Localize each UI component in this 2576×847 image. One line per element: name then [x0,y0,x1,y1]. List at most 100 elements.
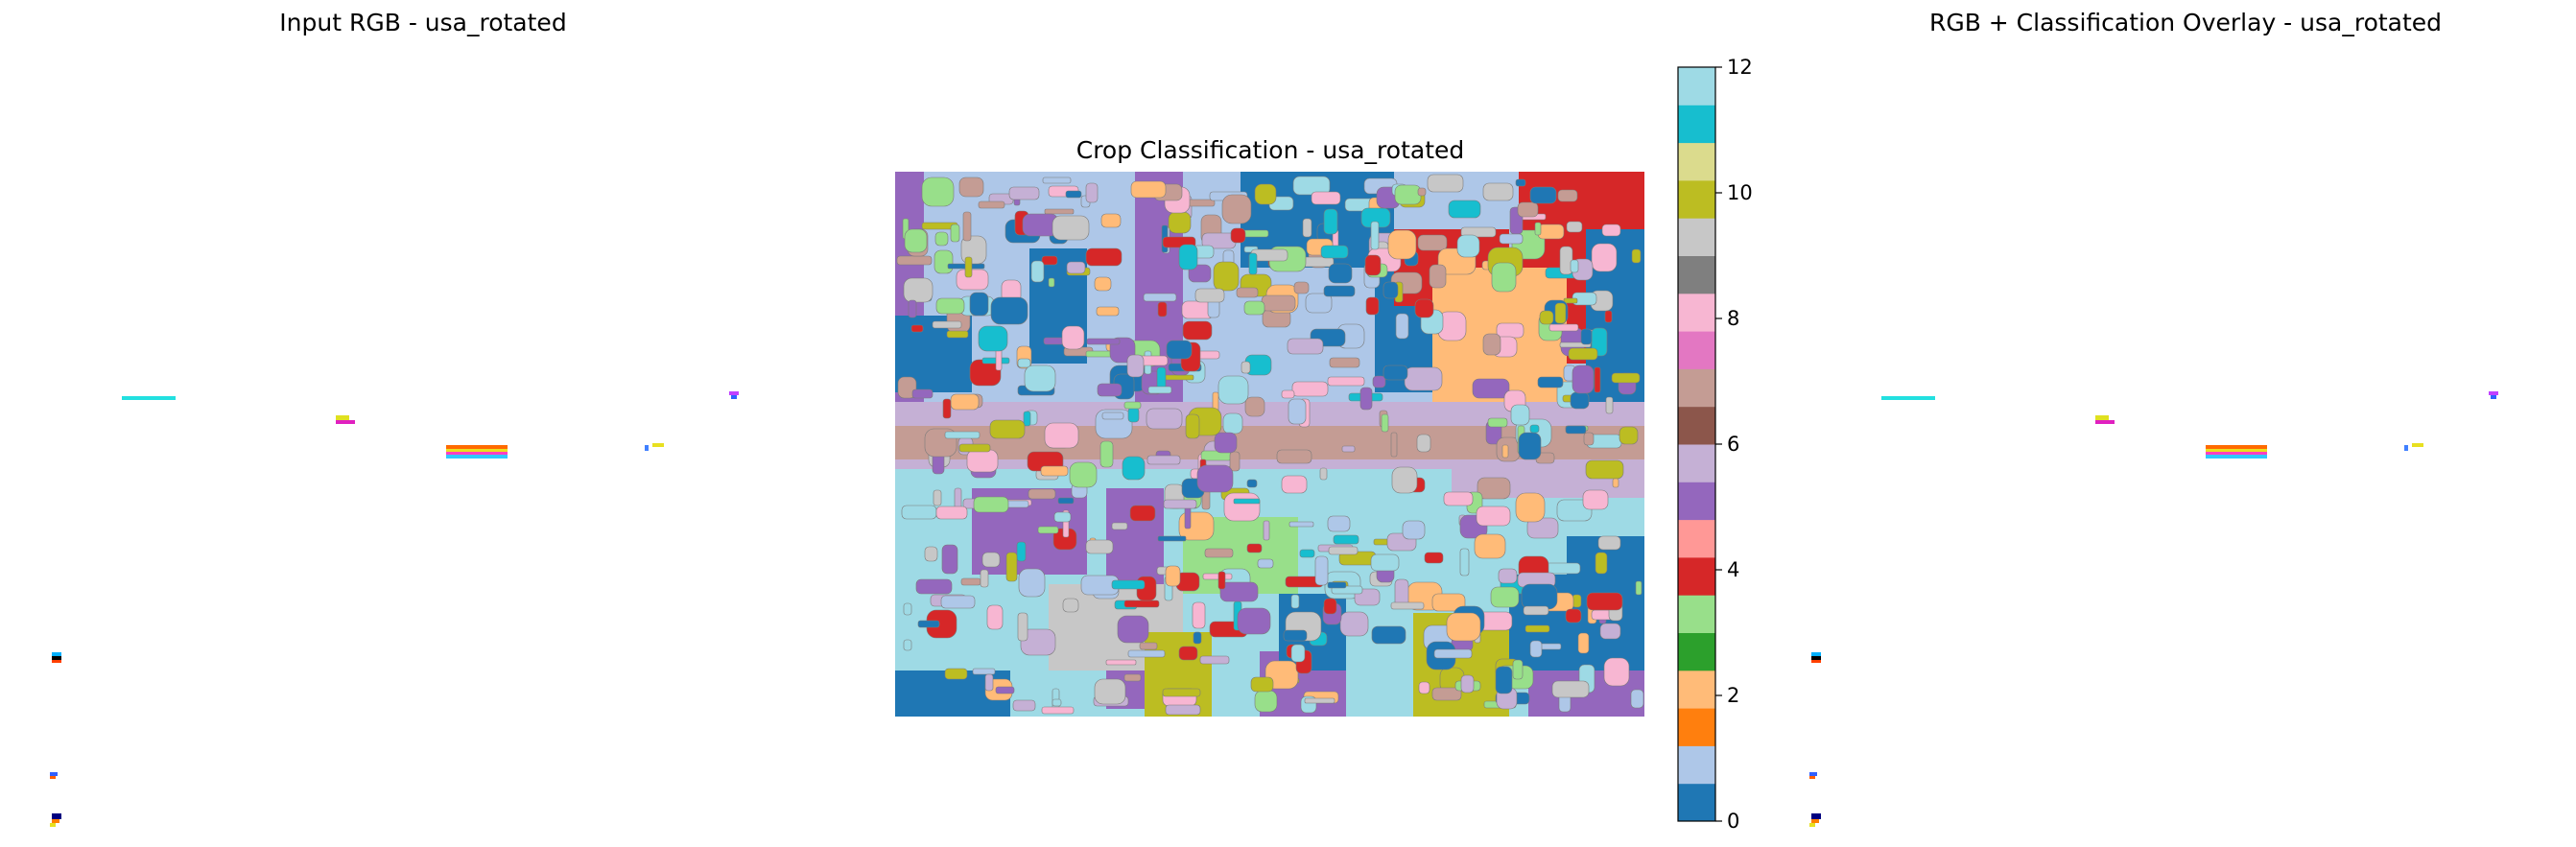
class-blob [1123,401,1142,410]
overlay-pixel [2206,455,2267,459]
class-blob [1597,535,1621,551]
class-blob [1293,281,1310,294]
classification-heatmap [895,172,1644,717]
class-blob [940,595,976,609]
class-blob [1459,548,1470,576]
class-blob [1491,262,1517,293]
rgb-pixel [731,395,737,399]
colorbar-segment [1678,105,1715,144]
class-blob [1551,680,1590,698]
class-blob [901,505,937,520]
class-blob [1061,325,1085,350]
class-blob [1085,182,1099,203]
class-blob [935,297,965,315]
class-blob [1165,704,1201,716]
class-blob [1482,333,1501,356]
rgb-pixel [122,396,176,400]
colorbar-segment [1678,331,1715,369]
rgb-pixel [645,445,649,451]
class-blob [1053,511,1072,523]
class-blob [966,449,999,473]
class-blob [897,376,917,399]
class-blob [904,228,928,253]
class-blob [1548,323,1579,332]
class-blob [935,506,968,520]
overlay-pixel [2489,391,2498,395]
class-blob [1456,234,1480,258]
class-blob [1630,689,1644,709]
class-blob [1314,555,1329,586]
class-blob [1341,445,1356,453]
class-blob [1304,697,1335,704]
class-blob [1230,227,1246,244]
class-blob [1383,281,1399,299]
overlay-pixel [2412,443,2423,447]
class-blob [915,578,953,595]
class-blob [1612,478,1619,488]
class-blob [1395,313,1409,340]
class-blob [964,256,973,278]
overlay-pixel [1811,819,1819,823]
class-blob [1370,553,1400,572]
class-blob [1030,260,1045,283]
class-blob [944,668,968,680]
class-blob [1127,407,1140,423]
class-blob [1236,287,1259,298]
overlay-pixel [1811,813,1821,819]
class-blob [917,620,940,628]
class-blob [1433,648,1473,659]
class-blob [1554,302,1567,324]
class-blob [1595,552,1608,575]
colorbar-tick-label: 10 [1727,181,1753,204]
colorbar: 0 2 4 6 8 10 12 [1677,56,1753,833]
rgb-pixel [336,420,355,424]
class-blob [1146,408,1183,430]
class-blob [1018,568,1046,598]
class-blob [973,496,1009,513]
class-blob [1327,515,1351,532]
class-blob [1094,276,1112,292]
class-blob [1196,464,1234,493]
class-blob [1417,187,1427,197]
class-blob [1371,625,1406,645]
class-blob [1143,293,1177,302]
colorbar-tick-label: 0 [1727,810,1739,833]
class-blob [1223,492,1261,522]
class-blob [1460,674,1475,694]
class-blob [1020,628,1056,656]
class-blob [908,299,917,318]
class-blob [921,176,955,207]
class-blob [1244,396,1265,417]
class-blob [1594,366,1601,393]
class-blob [1431,593,1466,612]
class-blob [1387,229,1417,260]
overlay-pixel [1881,396,1935,400]
rgb-pixel [52,813,61,819]
class-blob [1586,592,1623,611]
colorbar-tick-label: 12 [1727,56,1753,79]
class-blob [1017,612,1028,642]
class-blob [1017,358,1031,368]
class-blob [1391,466,1418,494]
class-blob [1100,213,1122,228]
class-blob [1537,224,1565,240]
class-blob [1129,505,1156,522]
class-blob [1302,218,1312,238]
class-blob [1130,180,1167,199]
class-blob [932,320,962,329]
class-blob [1460,226,1497,238]
class-blob [1221,194,1252,224]
class-blob [903,602,912,616]
rgb-pixel [446,452,508,455]
class-blob [1052,698,1062,707]
class-blob [941,544,958,575]
class-blob [1365,296,1380,316]
class-blob [1162,688,1201,697]
class-blob [1264,660,1299,690]
class-blob [1328,263,1353,284]
class-blob [1085,247,1123,267]
rgb-pixel [50,823,56,827]
class-blob [995,348,1003,371]
overlay-pixel [2095,420,2115,424]
class-blob [1476,506,1511,527]
